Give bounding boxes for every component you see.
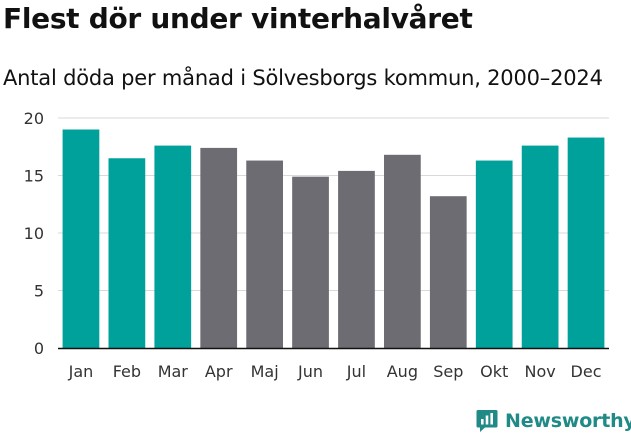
y-tick-label: 15 xyxy=(24,167,44,186)
x-tick-label: Nov xyxy=(525,362,556,381)
x-tick-label: Jun xyxy=(297,362,323,381)
chart-title: Flest dör under vinterhalvåret xyxy=(3,2,473,35)
gridlines xyxy=(58,117,609,291)
bar-apr xyxy=(200,147,238,348)
bar-dec xyxy=(567,137,605,348)
bar-feb xyxy=(108,158,146,348)
newsworthy-brand: Newsworthy xyxy=(476,408,631,434)
x-tick-label: Okt xyxy=(480,362,508,381)
bar-jan xyxy=(62,129,100,348)
bar-chart: 0 5 10 15 20 Jan Feb Mar Apr Maj Jun Jul Aug Sep Okt N… xyxy=(24,109,609,381)
bar-aug xyxy=(384,154,421,348)
bar-okt xyxy=(475,160,513,348)
y-axis-ticks: 0 5 10 15 20 xyxy=(24,109,44,358)
brand-name: Newsworthy xyxy=(505,410,631,432)
y-tick-label: 20 xyxy=(24,109,44,128)
bar-maj xyxy=(246,160,283,348)
x-tick-label: Sep xyxy=(433,362,463,381)
bar-jul xyxy=(338,170,375,348)
x-tick-label: Jan xyxy=(68,362,94,381)
bar-mar xyxy=(154,145,192,348)
x-tick-label: Apr xyxy=(205,362,233,381)
chart-subtitle: Antal döda per månad i Sölvesborgs kommu… xyxy=(3,66,603,90)
x-axis-ticks: Jan Feb Mar Apr Maj Jun Jul Aug Sep Okt Nov Dec xyxy=(68,362,602,381)
x-tick-label: Maj xyxy=(251,362,279,381)
x-tick-label: Mar xyxy=(158,362,189,381)
y-tick-label: 5 xyxy=(34,282,44,301)
bar-nov xyxy=(521,145,559,348)
bars xyxy=(62,129,605,348)
newsworthy-logo-icon xyxy=(476,410,498,432)
x-tick-label: Aug xyxy=(387,362,418,381)
x-tick-label: Feb xyxy=(113,362,141,381)
x-tick-label: Dec xyxy=(571,362,602,381)
bar-jun xyxy=(292,176,329,348)
y-tick-label: 0 xyxy=(34,339,44,358)
y-tick-label: 10 xyxy=(24,224,44,243)
bar-sep xyxy=(429,196,467,348)
x-tick-label: Jul xyxy=(346,362,366,381)
